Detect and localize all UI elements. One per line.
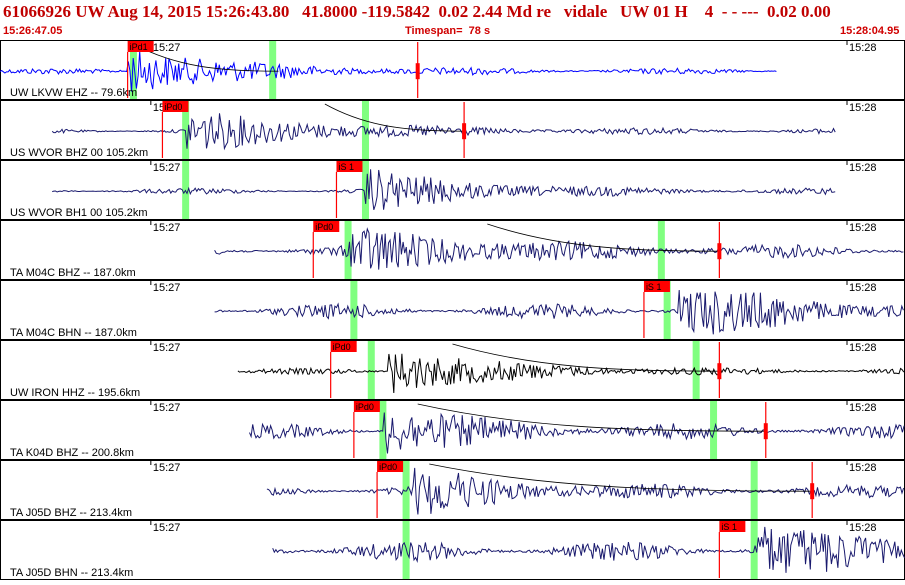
start-time: 15:26:47.05 [3,25,63,37]
amplitude-marker-box [810,483,815,500]
time-tick-label: 15:28 [849,162,877,174]
time-tick-label: 15:28 [849,42,877,54]
pick-label: iPd0 [315,222,333,232]
time-tick-label: 15:28 [849,402,877,414]
travel-time-curve [452,343,720,372]
channel-label: UW IRON HHZ -- 195.6km [10,387,140,399]
waveform-trace [266,467,905,515]
time-tick-label: 15:28 [849,282,877,294]
travel-time-curve [324,103,465,132]
waveform-trace [214,227,904,270]
channel-label: TA M04C BHZ -- 187.0km [10,267,136,279]
time-tick-label: 15:27 [153,522,181,534]
time-tick-label: 15:27 [153,402,181,414]
time-tick-label: 15:27 [153,222,181,234]
phase-window [350,281,358,339]
time-tick-label: 15:28 [849,522,877,534]
channel-panel: 15:27 15:28 iPd0 TA M04C BHZ -- 187.0km [0,220,905,280]
pick-flag [313,221,340,232]
pick-label: iPd0 [379,462,397,472]
waveform-trace [52,169,836,210]
waveform-trace [214,289,904,335]
channel-label: US WVOR BHZ 00 105.2km [10,147,148,159]
waveform-trace [237,353,905,394]
travel-time-curve [429,463,813,492]
phase-window [129,41,137,99]
channel-panel: 15:27 15:28 iPd0 TA K04D BHZ -- 200.8km [0,400,905,460]
pick-flag [336,161,363,172]
header-bar: 61066926 UW Aug 14, 2015 15:26:43.80 41.… [0,0,905,40]
time-tick-label: 15:27 [153,462,181,474]
phase-window [692,341,700,399]
phase-window [182,101,190,159]
time-tick-label: 15:27 [153,162,181,174]
waveform-trace [272,526,905,573]
channel-label: TA J05D BHZ -- 213.4km [10,507,132,519]
waveform-trace [249,412,905,454]
end-time: 15:28:04.95 [840,25,900,37]
channel-label: US WVOR BH1 00 105.2km [10,207,148,219]
travel-time-curve [487,223,720,252]
channel-panel: 15:27 15:28 iS 1 TA J05D BHN -- 213.4km [0,520,905,580]
pick-flag [377,461,404,472]
event-title: 61066926 UW Aug 14, 2015 15:26:43.80 41.… [3,2,831,21]
channel-label: TA M04C BHN -- 187.0km [10,327,137,339]
time-tick-label: 15:27 [153,342,181,354]
phase-window [750,461,758,519]
channel-label: TA J05D BHN -- 213.4km [10,567,133,579]
pick-label: iS 1 [338,162,354,172]
channel-panel: 15:27 15:28 iS 1 TA M04C BHN -- 187.0km [0,280,905,340]
time-tick-label: 15:27 [153,42,181,54]
panel-border [0,400,905,460]
time-tick-label: 15:28 [849,342,877,354]
timespan-label: Timespan= 78 s [405,25,491,37]
amplitude-marker-box [717,363,722,380]
travel-time-curve [417,403,766,432]
channel-label: TA K04D BHZ -- 200.8km [10,447,134,459]
phase-window [663,281,671,339]
phase-window [402,461,410,519]
pick-flag [643,281,670,292]
pick-label: iPd0 [164,102,182,112]
pick-label: iPd1 [130,42,148,52]
channel-panel: 15:27 15:28 iPd0 UW IRON HHZ -- 195.6km [0,340,905,400]
phase-window [269,41,277,99]
phase-window [367,341,375,399]
time-tick-label: 15:27 [153,282,181,294]
time-tick-label: 15:28 [849,462,877,474]
time-tick-label: 15:28 [849,102,877,114]
pick-label: iPd0 [356,402,374,412]
pick-flag [127,41,154,52]
phase-window [361,161,369,219]
channel-panel: 15:27 15:28 iS 1 US WVOR BH1 00 105.2km [0,160,905,220]
phase-window [710,401,718,459]
pick-flag [353,401,380,412]
pick-flag [162,101,189,112]
channel-panel: 15:27 15:28 iPd0 TA J05D BHZ -- 213.4km [0,460,905,520]
pick-flag [719,521,746,532]
amplitude-marker-box [763,423,768,440]
phase-window [361,101,369,159]
pick-label: iS 1 [646,282,662,292]
pick-label: iS 1 [721,522,737,532]
channel-label: UW LKVW EHZ -- 79.6km [10,87,137,99]
amplitude-marker-box [462,123,467,140]
pick-label: iPd0 [333,342,351,352]
time-tick-label: 15:28 [849,222,877,234]
pick-flag [330,341,357,352]
amplitude-marker-box [717,243,722,260]
amplitude-marker-box [415,63,420,80]
channel-panel: 15:27 15:28 iPd1 UW LKVW EHZ -- 79.6km [0,40,905,100]
waveform-trace [0,51,777,92]
